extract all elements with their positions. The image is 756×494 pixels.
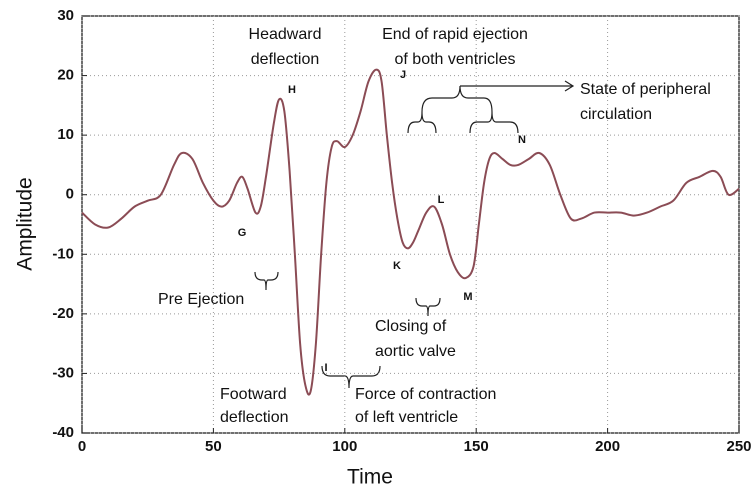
point-label: L <box>438 194 445 206</box>
annotation: circulation <box>580 106 652 123</box>
annotation: deflection <box>220 409 289 426</box>
y-tick-label: 20 <box>57 67 74 84</box>
y-tick-label: 30 <box>57 7 74 24</box>
x-tick-label: 250 <box>726 438 751 455</box>
point-label: H <box>288 84 296 96</box>
brace <box>469 111 519 134</box>
annotation: Pre Ejection <box>158 291 244 308</box>
x-tick-label: 100 <box>332 438 357 455</box>
annotation: of left ventricle <box>355 409 458 426</box>
y-tick-label: 0 <box>66 186 74 203</box>
x-tick-label: 0 <box>78 438 86 455</box>
y-tick-label: -10 <box>52 245 74 262</box>
brace <box>321 365 381 389</box>
x-tick-label: 50 <box>205 438 222 455</box>
waveform <box>81 68 740 396</box>
annotation: deflection <box>251 51 320 68</box>
point-label: M <box>463 291 472 303</box>
point-label: I <box>324 362 327 374</box>
brace <box>407 111 437 134</box>
annotation: of both ventricles <box>395 51 516 68</box>
point-label: N <box>518 134 526 146</box>
annotation: State of peripheral <box>580 81 711 98</box>
annotation: Force of contraction <box>355 386 496 403</box>
y-tick-label: -30 <box>52 364 74 381</box>
brace <box>254 271 279 291</box>
arrow <box>460 80 575 92</box>
point-label: K <box>393 260 401 272</box>
annotation: Headward <box>249 26 322 43</box>
brace <box>415 297 441 317</box>
point-label: G <box>238 227 247 239</box>
y-axis-label: Amplitude <box>14 177 37 270</box>
annotation: aortic valve <box>375 343 456 360</box>
x-tick-label: 150 <box>464 438 489 455</box>
annotation: Footward <box>220 386 287 403</box>
x-axis-label: Time <box>347 466 393 489</box>
brace <box>421 85 493 113</box>
braces <box>254 80 575 389</box>
annotation: End of rapid ejection <box>382 26 528 43</box>
point-label: J <box>400 69 406 81</box>
x-tick-label: 200 <box>595 438 620 455</box>
plot-frame <box>81 15 740 434</box>
y-tick-label: -40 <box>52 424 74 441</box>
y-tick-label: -20 <box>52 305 74 322</box>
y-tick-label: 10 <box>57 126 74 143</box>
annotation: Closing of <box>375 318 447 335</box>
